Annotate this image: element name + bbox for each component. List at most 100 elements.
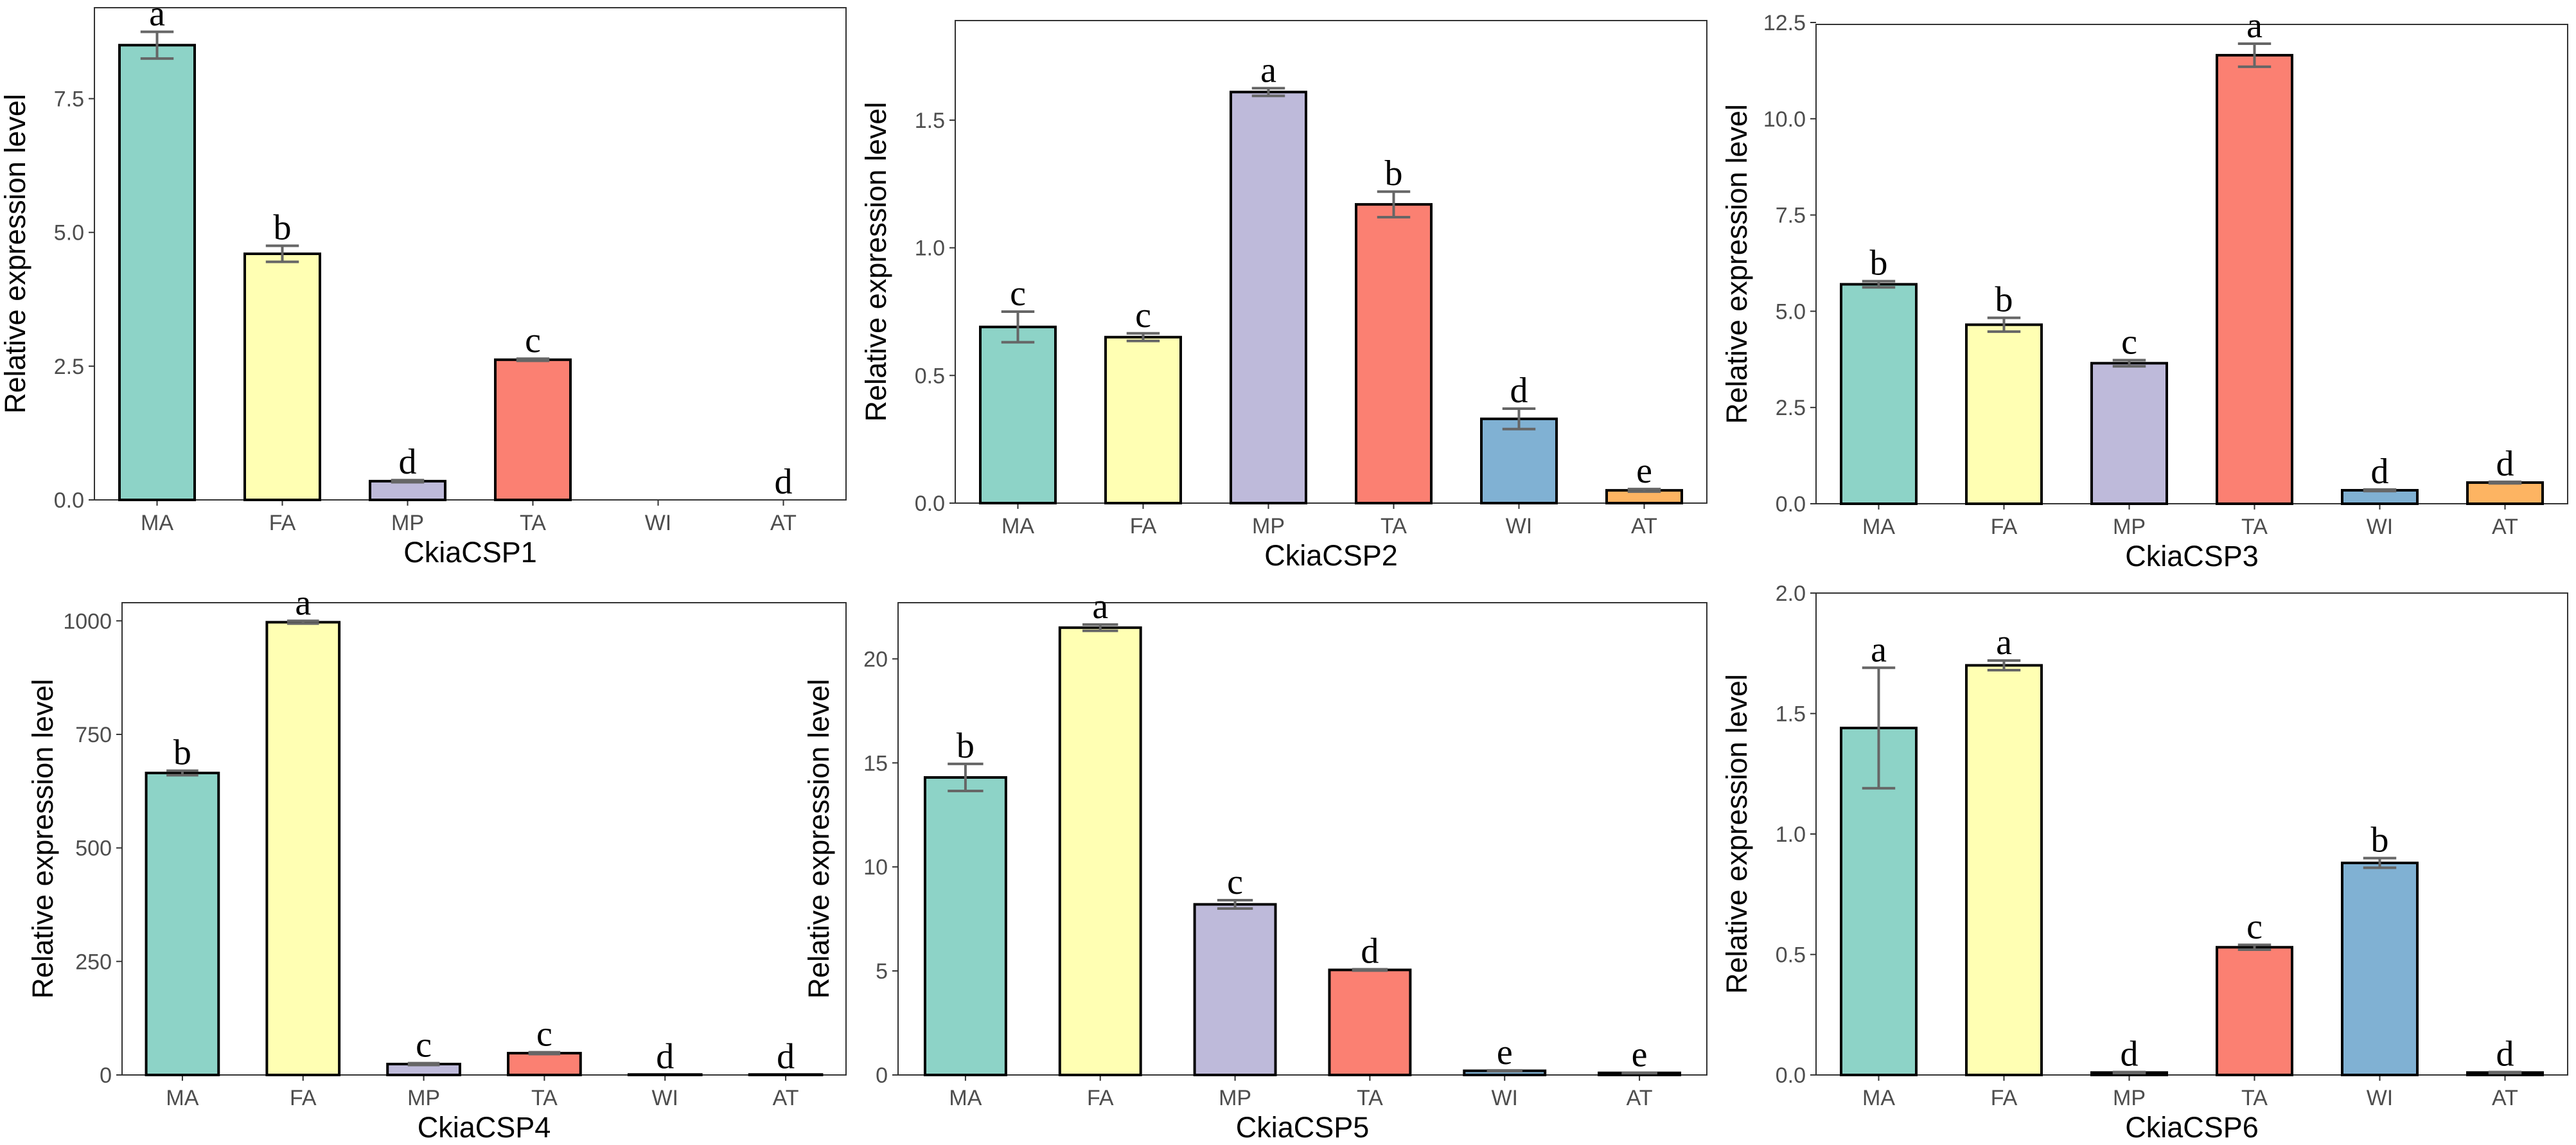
significance-letter: c (416, 1025, 432, 1065)
x-tick-label-ta: TA (1357, 1086, 1383, 1110)
y-tick-label: 7.5 (54, 87, 84, 112)
y-tick-label: 1.0 (915, 236, 945, 261)
significance-letter: d (2496, 1034, 2514, 1074)
significance-letter: b (1385, 154, 1403, 193)
x-tick-label-mp: MP (1252, 514, 1285, 538)
significance-letter: a (1871, 630, 1887, 670)
y-tick-label: 5.0 (54, 221, 84, 245)
x-tick-label-at: AT (1627, 1086, 1653, 1110)
bar-ma (923, 776, 1007, 1077)
x-tick-label-ta: TA (2241, 1086, 2268, 1110)
y-axis-title: Relative expression level (1720, 104, 1753, 424)
bar-ma (1840, 283, 1918, 505)
x-tick-label-wi: WI (651, 1086, 678, 1110)
significance-letter: d (1361, 932, 1379, 972)
x-tick-label-ma: MA (166, 1086, 198, 1110)
significance-letter: d (2121, 1034, 2139, 1074)
y-axis-title: Relative expression level (802, 679, 835, 999)
chart-panel-1: 0.0 2.5 5.0 7.5 Relative expression level Cki… (0, 0, 847, 569)
x-tick-label-mp: MP (391, 511, 424, 535)
bar-ma (118, 44, 196, 502)
bar-fa (1965, 664, 2043, 1076)
y-tick-label: 1.5 (1776, 702, 1806, 727)
bar-ta (1355, 203, 1433, 504)
x-tick-label-at: AT (1631, 514, 1657, 538)
x-tick-label-ma: MA (1862, 515, 1895, 539)
y-tick-label: 0.0 (54, 488, 84, 513)
significance-letter: a (1260, 50, 1276, 90)
y-tick-label: 5.0 (1776, 299, 1806, 324)
significance-letter: a (1092, 587, 1108, 626)
x-tick-label-at: AT (2492, 515, 2518, 539)
bar-ma (145, 772, 220, 1076)
x-tick-label-mp: MP (1219, 1086, 1251, 1110)
y-axis-title: Relative expression level (1720, 674, 1753, 994)
significance-letter: c (1227, 862, 1243, 902)
y-tick-label: 0.0 (1776, 492, 1806, 517)
significance-letter: e (1497, 1033, 1513, 1072)
bar-at (2466, 481, 2544, 506)
bar-mp (369, 479, 446, 502)
bar-ta (2216, 53, 2293, 506)
y-tick-label: 0 (876, 1063, 888, 1088)
y-tick-label: 15 (863, 751, 888, 776)
y-tick-label: 10 (863, 855, 888, 880)
x-tick-label-ta: TA (520, 511, 546, 535)
significance-letter: e (1636, 451, 1652, 491)
x-axis-title: CkiaCSP1 (403, 536, 537, 569)
x-axis-title: CkiaCSP5 (1236, 1111, 1370, 1144)
significance-letter: c (536, 1015, 552, 1054)
y-tick-label: 2.5 (54, 355, 84, 379)
y-tick-label: 750 (75, 723, 112, 747)
bar-ta (2216, 946, 2293, 1076)
significance-letter: a (295, 583, 311, 623)
significance-letter: d (2496, 444, 2514, 484)
bar-fa (265, 621, 341, 1076)
y-tick-label: 0 (100, 1063, 112, 1088)
chart-panel-3: 0.0 2.5 5.0 7.5 10.0 12.5 Relative expression … (1720, 6, 2568, 572)
x-tick-label-fa: FA (269, 511, 296, 535)
y-tick-label: 0.5 (915, 364, 945, 388)
x-tick-label-wi: WI (1491, 1086, 1518, 1110)
x-tick-label-at: AT (770, 511, 797, 535)
y-tick-label: 10.0 (1763, 107, 1806, 132)
y-tick-label: 2.5 (1776, 396, 1806, 420)
bar-ta (507, 1052, 582, 1076)
bar-fa (1104, 335, 1182, 505)
significance-letter: c (1135, 296, 1151, 335)
significance-letter: b (1870, 244, 1888, 283)
y-tick-label: 1.5 (915, 109, 945, 133)
panel-border (955, 20, 1707, 504)
x-tick-label-at: AT (773, 1086, 799, 1110)
x-tick-label-wi: WI (2367, 515, 2394, 539)
x-axis-title: CkiaCSP2 (1264, 539, 1398, 572)
x-tick-label-wi: WI (1506, 514, 1533, 538)
x-tick-label-fa: FA (1130, 514, 1157, 538)
significance-letter: d (777, 1036, 795, 1076)
significance-letter: b (957, 726, 975, 766)
significance-letter: d (399, 442, 417, 482)
x-tick-label-ta: TA (2241, 515, 2268, 539)
significance-letter: d (1510, 371, 1528, 411)
x-tick-label-wi: WI (645, 511, 672, 535)
bar-fa (243, 253, 321, 501)
significance-letter: c (1010, 274, 1026, 314)
x-tick-label-fa: FA (1991, 515, 2018, 539)
bar-mp (1230, 91, 1307, 504)
bar-ta (1328, 968, 1412, 1077)
significance-letter: b (2371, 821, 2389, 860)
y-tick-label: 20 (863, 647, 888, 671)
x-axis-title: CkiaCSP3 (2125, 540, 2259, 572)
significance-letter: b (173, 732, 191, 772)
x-tick-label-ma: MA (141, 511, 173, 535)
panel-border (121, 602, 847, 1076)
y-tick-label: 1000 (63, 609, 112, 634)
y-tick-label: 2.0 (1776, 581, 1806, 606)
significance-letter: b (1995, 280, 2013, 320)
y-tick-label: 7.5 (1776, 204, 1806, 228)
x-tick-label-at: AT (2492, 1086, 2518, 1110)
y-tick-label: 0.0 (915, 492, 945, 516)
chart-panel-6: 0.0 0.5 1.0 1.5 2.0 Relative expression level… (1720, 581, 2568, 1144)
bar-at (748, 1073, 824, 1076)
x-tick-label-mp: MP (407, 1086, 440, 1110)
